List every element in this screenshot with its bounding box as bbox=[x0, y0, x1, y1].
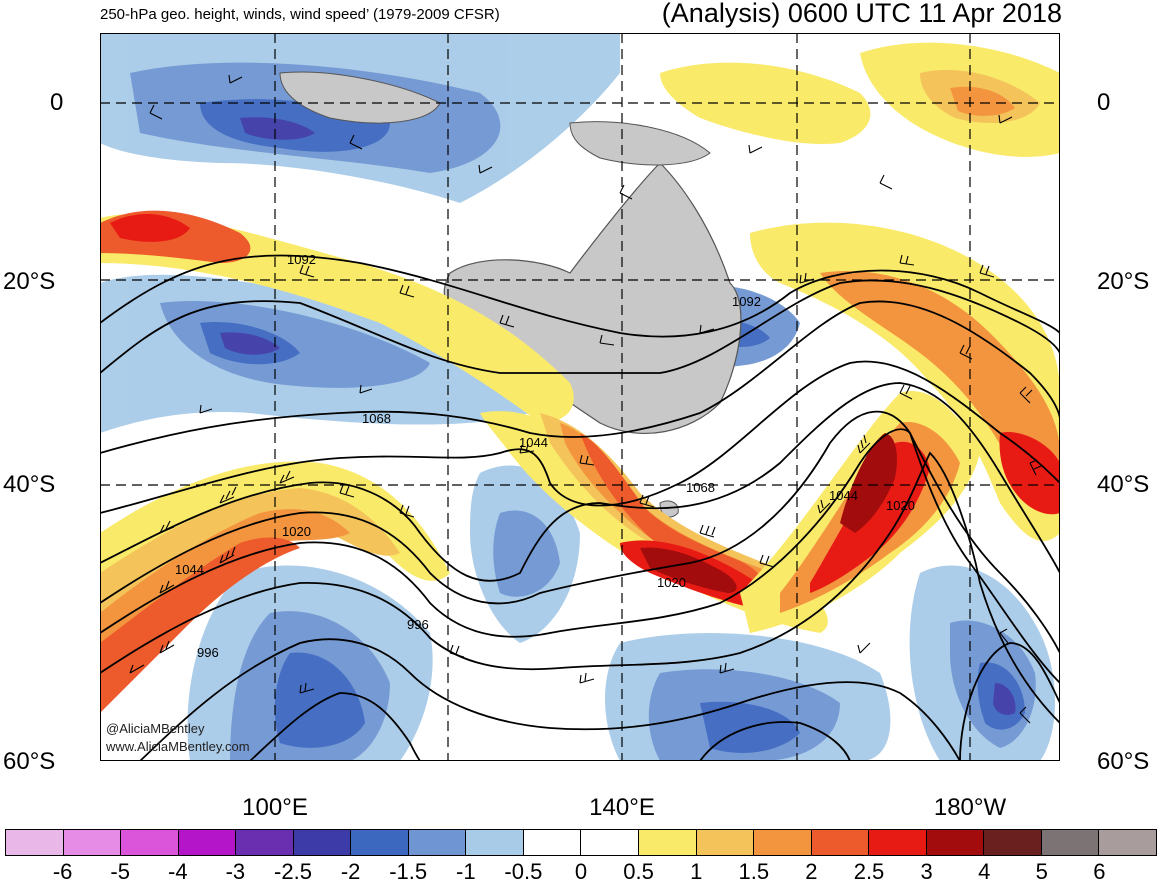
contour-label: 1092 bbox=[732, 294, 761, 309]
lon-label-180w: 180°W bbox=[933, 794, 1007, 821]
colorbar-swatch bbox=[811, 830, 870, 855]
colorbar-swatch bbox=[869, 830, 927, 855]
colorbar-swatch bbox=[1099, 830, 1156, 855]
colorbar-swatch bbox=[523, 830, 582, 855]
colorbar-tick-label: 0.5 bbox=[623, 859, 654, 884]
colorbar-tick-label: 4 bbox=[978, 859, 991, 884]
contour-label: 1068 bbox=[362, 411, 391, 426]
colorbar-swatch bbox=[351, 830, 409, 855]
colorbar-tick-label: 3 bbox=[920, 859, 933, 884]
colorbar-tick-label: 1 bbox=[690, 859, 703, 884]
colorbar-tick-label: 2 bbox=[805, 859, 818, 884]
lat-label-left-40s: 40°S bbox=[3, 471, 56, 498]
lat-label-right-20s: 20°S bbox=[1097, 268, 1150, 295]
colorbar-tick-label: 6 bbox=[1093, 859, 1106, 884]
colorbar-swatch bbox=[6, 830, 64, 855]
colorbar-tick-label: -3 bbox=[225, 859, 246, 884]
contour-label: 1092 bbox=[287, 252, 316, 267]
colorbar-tick-label: 0 bbox=[574, 859, 588, 884]
lon-label-140e: 140°E bbox=[589, 794, 655, 821]
colorbar-tick-label: 5 bbox=[1035, 859, 1048, 884]
colorbar-swatch bbox=[984, 830, 1042, 855]
map-border bbox=[100, 33, 1060, 761]
colorbar-swatch bbox=[293, 830, 352, 855]
colorbar bbox=[5, 829, 1157, 856]
colorbar-swatch bbox=[121, 830, 179, 855]
colorbar-tick-label: 2.5 bbox=[853, 859, 885, 884]
positive-anomaly-fill bbox=[100, 42, 1060, 713]
colorbar-swatch bbox=[1041, 830, 1100, 855]
colorbar-swatch bbox=[696, 830, 755, 855]
credit-handle: @AliciaMBentley bbox=[106, 721, 205, 736]
wind-speed-anomaly-map: 1092 1092 1068 1044 1068 1044 1020 1020 … bbox=[100, 33, 1060, 761]
map-panel: 1092 1092 1068 1044 1068 1044 1020 1020 … bbox=[100, 33, 1060, 761]
colorbar-tick-label: 1.5 bbox=[738, 859, 770, 884]
map-title: 250-hPa geo. height, winds, wind speed’ … bbox=[100, 6, 500, 23]
colorbar-tick-label: -2.5 bbox=[274, 859, 312, 884]
colorbar-tick-label: -1.5 bbox=[389, 859, 428, 884]
height-contours bbox=[100, 254, 1060, 761]
map-gridlines bbox=[100, 33, 1060, 761]
valid-time-title: (Analysis) 0600 UTC 11 Apr 2018 bbox=[661, 0, 1062, 28]
contour-label: 1020 bbox=[282, 524, 311, 539]
colorbar-swatch bbox=[466, 830, 524, 855]
colorbar-swatch bbox=[236, 830, 294, 855]
lon-label-100e: 100°E bbox=[242, 794, 308, 821]
colorbar-swatch bbox=[581, 830, 640, 855]
colorbar-swatch bbox=[178, 830, 237, 855]
lat-label-left-20s: 20°S bbox=[3, 268, 56, 295]
colorbar-swatch bbox=[63, 830, 122, 855]
contour-label: 996 bbox=[407, 617, 429, 632]
colorbar-tick-label: -6 bbox=[52, 859, 73, 884]
colorbar-swatch bbox=[926, 830, 985, 855]
contour-label: 1044 bbox=[519, 435, 548, 450]
colorbar-swatch bbox=[639, 830, 697, 855]
colorbar-swatch bbox=[754, 830, 812, 855]
contour-label: 1020 bbox=[886, 498, 915, 513]
contour-label: 1044 bbox=[175, 562, 204, 577]
colorbar-tick-label: -4 bbox=[168, 859, 188, 884]
lat-label-right-60s: 60°S bbox=[1097, 748, 1150, 775]
colorbar-swatch bbox=[408, 830, 467, 855]
lat-label-left-60s: 60°S bbox=[3, 748, 56, 775]
contour-label: 1020 bbox=[657, 575, 686, 590]
credit-website: www.AliciaMBentley.com bbox=[106, 739, 250, 754]
contour-label: 996 bbox=[197, 645, 219, 660]
lat-label-right-40s: 40°S bbox=[1097, 471, 1150, 498]
colorbar-tick-label: -0.5 bbox=[504, 859, 543, 884]
colorbar-tick-label: -1 bbox=[456, 859, 476, 884]
colorbar-tick-label: -5 bbox=[110, 859, 130, 884]
wind-barbs bbox=[129, 74, 1042, 724]
contour-label: 1068 bbox=[686, 480, 715, 495]
height-contour-labels: 1092 1092 1068 1044 1068 1044 1020 1020 … bbox=[175, 252, 915, 660]
lat-label-right-0: 0 bbox=[1097, 89, 1111, 116]
contour-label: 1044 bbox=[829, 488, 858, 503]
lat-label-left-0: 0 bbox=[50, 89, 64, 116]
colorbar-tick-label: -2 bbox=[340, 859, 361, 884]
